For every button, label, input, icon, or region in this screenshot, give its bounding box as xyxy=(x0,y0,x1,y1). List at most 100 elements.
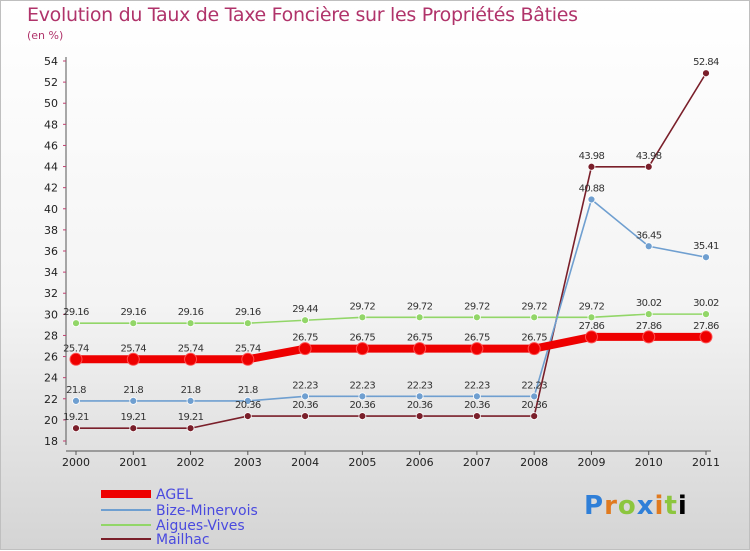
y-tick-label: 26 xyxy=(44,351,58,364)
data-point xyxy=(413,342,427,356)
x-tick-label: 2008 xyxy=(520,456,548,469)
data-label: 20.36 xyxy=(464,400,490,411)
data-label: 29.72 xyxy=(350,301,376,312)
data-label: 22.23 xyxy=(407,380,433,391)
data-point xyxy=(699,330,713,344)
data-point xyxy=(530,412,539,420)
data-point xyxy=(702,69,710,78)
data-point xyxy=(530,392,539,401)
data-point xyxy=(587,162,596,171)
series-line-agel xyxy=(72,332,710,364)
x-tick-label: 2002 xyxy=(177,456,205,469)
data-point xyxy=(184,352,198,366)
data-label: 27.86 xyxy=(636,321,662,332)
logo-letter: t xyxy=(664,491,678,521)
data-label: 27.86 xyxy=(579,321,605,332)
y-tick-label: 18 xyxy=(44,435,58,448)
x-tick-label: 2000 xyxy=(62,456,90,469)
data-point xyxy=(644,162,653,171)
data-label: 19.21 xyxy=(120,412,146,423)
data-point xyxy=(587,195,596,204)
data-label: 52.84 xyxy=(693,57,719,68)
data-label: 20.36 xyxy=(235,400,261,411)
proxiti-logo: Proxiti xyxy=(584,491,688,521)
x-tick-label: 2011 xyxy=(692,456,720,469)
logo-letter: P xyxy=(584,491,605,521)
data-point xyxy=(298,342,312,356)
data-label: 29.16 xyxy=(235,307,261,318)
data-label: 20.36 xyxy=(521,400,547,411)
data-label: 29.72 xyxy=(521,301,547,312)
y-tick-label: 34 xyxy=(44,266,58,279)
data-point xyxy=(358,412,367,420)
y-tick-label: 36 xyxy=(44,245,58,258)
data-point xyxy=(129,424,138,433)
data-point xyxy=(358,313,367,322)
data-label: 26.75 xyxy=(464,333,490,344)
data-point xyxy=(584,330,598,344)
x-tick-label: 2007 xyxy=(463,456,491,469)
y-tick-label: 50 xyxy=(44,97,58,110)
data-label: 21.8 xyxy=(123,385,143,396)
y-tick-label: 22 xyxy=(44,393,58,406)
y-tick-label: 52 xyxy=(44,76,58,89)
logo-letter: o xyxy=(617,491,637,521)
data-point xyxy=(530,313,539,322)
data-point xyxy=(473,392,481,401)
data-label: 20.36 xyxy=(350,400,376,411)
data-label: 30.02 xyxy=(636,298,662,309)
data-point xyxy=(473,313,481,322)
data-label: 26.75 xyxy=(407,333,433,344)
data-point xyxy=(72,424,80,433)
data-label: 21.8 xyxy=(66,385,86,396)
data-label: 27.86 xyxy=(693,321,719,332)
data-label: 29.72 xyxy=(464,301,490,312)
data-label: 19.21 xyxy=(178,412,204,423)
data-label: 20.36 xyxy=(407,400,433,411)
data-label: 29.16 xyxy=(63,307,89,318)
y-tick-label: 24 xyxy=(44,372,58,385)
y-tick-label: 40 xyxy=(44,203,58,216)
data-point xyxy=(470,342,484,356)
data-point xyxy=(126,352,140,366)
y-tick-label: 28 xyxy=(44,329,58,342)
data-point xyxy=(415,412,424,420)
data-point xyxy=(415,392,424,401)
y-tick-label: 44 xyxy=(44,161,58,174)
data-point xyxy=(301,316,309,325)
data-point xyxy=(301,392,309,401)
data-label: 26.75 xyxy=(521,333,547,344)
x-tick-label: 2010 xyxy=(635,456,663,469)
y-tick-label: 54 xyxy=(44,55,58,68)
data-point xyxy=(355,342,369,356)
logo-letter: i xyxy=(677,491,688,521)
y-tick-label: 46 xyxy=(44,139,58,152)
y-tick-label: 20 xyxy=(44,414,58,427)
data-label: 43.98 xyxy=(579,151,605,162)
data-point xyxy=(129,319,138,328)
x-tick-label: 2009 xyxy=(577,456,605,469)
data-point xyxy=(243,412,252,420)
data-label: 22.23 xyxy=(292,380,318,391)
data-label: 43.98 xyxy=(636,151,662,162)
data-label: 25.74 xyxy=(63,343,89,354)
data-label: 25.74 xyxy=(235,343,261,354)
data-label: 40.88 xyxy=(579,183,605,194)
data-point xyxy=(186,396,195,405)
data-point xyxy=(642,330,656,344)
logo-letter: r xyxy=(604,491,618,521)
data-point xyxy=(186,319,195,328)
data-point xyxy=(243,319,252,328)
data-label: 29.16 xyxy=(120,307,146,318)
data-label: 29.44 xyxy=(292,304,318,315)
data-point xyxy=(358,392,367,401)
series-line-aigues-vives xyxy=(75,313,707,325)
legend-label: AGEL xyxy=(156,487,193,503)
logo-letter: i xyxy=(654,491,665,521)
x-tick-label: 2003 xyxy=(234,456,262,469)
data-label: 22.23 xyxy=(350,380,376,391)
legend-label: Mailhac xyxy=(156,532,210,548)
y-axis-unit: (en %) xyxy=(27,29,64,42)
